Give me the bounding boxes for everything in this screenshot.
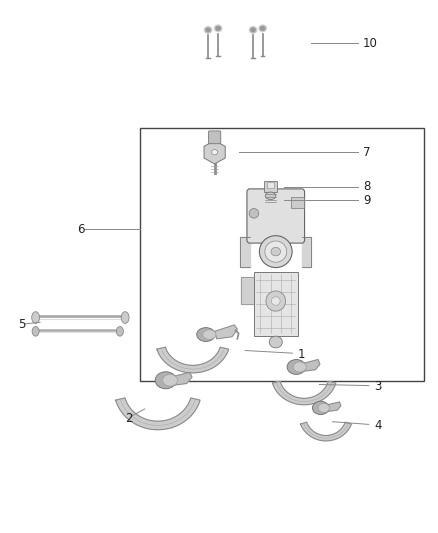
Text: 5: 5: [18, 319, 25, 332]
Text: 4: 4: [374, 419, 381, 432]
Bar: [264, 181, 277, 191]
Ellipse shape: [155, 372, 176, 389]
Polygon shape: [174, 372, 192, 385]
Ellipse shape: [216, 27, 220, 30]
Ellipse shape: [251, 28, 255, 32]
Ellipse shape: [272, 297, 280, 305]
Ellipse shape: [117, 327, 124, 336]
Ellipse shape: [265, 192, 276, 199]
Polygon shape: [300, 422, 351, 441]
Bar: [254, 272, 297, 336]
Ellipse shape: [203, 330, 216, 340]
Text: 3: 3: [374, 379, 381, 393]
Text: 8: 8: [363, 180, 371, 193]
Ellipse shape: [261, 27, 265, 30]
Polygon shape: [240, 237, 250, 266]
Text: 7: 7: [363, 146, 371, 159]
Ellipse shape: [206, 28, 210, 32]
Ellipse shape: [269, 336, 283, 348]
Ellipse shape: [266, 291, 286, 311]
Polygon shape: [303, 360, 320, 371]
Ellipse shape: [197, 328, 215, 342]
Ellipse shape: [259, 236, 292, 268]
Polygon shape: [157, 348, 229, 373]
Ellipse shape: [312, 401, 329, 415]
Polygon shape: [116, 398, 200, 430]
Ellipse shape: [293, 362, 306, 372]
Ellipse shape: [32, 312, 39, 324]
Polygon shape: [215, 325, 237, 339]
Text: 2: 2: [125, 411, 133, 424]
Polygon shape: [204, 141, 225, 164]
Polygon shape: [241, 277, 254, 304]
Polygon shape: [272, 382, 336, 405]
Ellipse shape: [204, 27, 212, 34]
Ellipse shape: [249, 27, 257, 34]
Ellipse shape: [212, 150, 218, 155]
Ellipse shape: [162, 374, 177, 386]
Polygon shape: [302, 237, 311, 266]
Ellipse shape: [265, 241, 287, 262]
Bar: [141, 128, 424, 381]
Ellipse shape: [32, 327, 39, 336]
Text: 6: 6: [77, 223, 85, 236]
Text: 9: 9: [363, 193, 371, 207]
Ellipse shape: [121, 312, 129, 324]
Text: 10: 10: [363, 37, 378, 50]
Bar: [291, 197, 304, 208]
Polygon shape: [326, 402, 341, 411]
Ellipse shape: [259, 25, 267, 32]
Bar: [267, 182, 275, 188]
Ellipse shape: [249, 208, 259, 218]
Ellipse shape: [318, 403, 329, 413]
Ellipse shape: [214, 25, 222, 32]
FancyBboxPatch shape: [208, 131, 221, 144]
Text: 1: 1: [297, 348, 305, 361]
Ellipse shape: [271, 247, 281, 256]
FancyBboxPatch shape: [247, 189, 304, 243]
Ellipse shape: [287, 360, 305, 374]
